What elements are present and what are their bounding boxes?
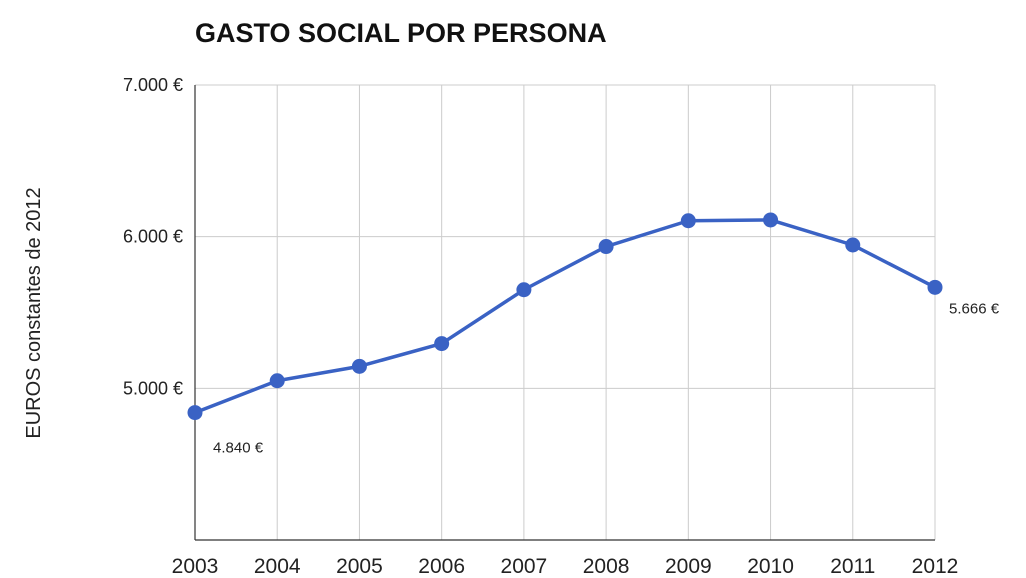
data-label: 4.840 € [213, 440, 264, 457]
x-tick-label: 2010 [747, 555, 794, 578]
data-point [351, 358, 367, 374]
x-tick-label: 2008 [583, 555, 630, 578]
data-point [269, 373, 285, 389]
x-tick-labels: 2003 2004 2005 2006 2007 2008 2009 2010 2011 2012 [172, 555, 959, 578]
x-tick-label: 2007 [501, 555, 548, 578]
x-tick-label: 2011 [830, 555, 875, 578]
y-tick-label: 6.000 € [123, 227, 183, 247]
chart-title: GASTO SOCIAL POR PERSONA [195, 18, 607, 48]
x-tick-label: 2012 [912, 555, 959, 578]
data-point [680, 213, 696, 229]
grid [195, 84, 936, 540]
y-axis-label: EUROS constantes de 2012 [23, 187, 45, 438]
series-polyline [194, 218, 936, 415]
data-points [187, 212, 943, 421]
x-tick-label: 2004 [254, 555, 301, 578]
x-tick-label: 2003 [172, 555, 219, 578]
data-point [598, 239, 614, 255]
data-labels: 4.840 € 5.666 € [213, 300, 1000, 456]
series-line [194, 218, 936, 415]
y-tick-labels: 5.000 € 6.000 € 7.000 € [123, 75, 183, 398]
data-point [516, 282, 532, 298]
x-tick-label: 2005 [336, 555, 383, 578]
axes [194, 85, 935, 541]
data-label: 5.666 € [949, 300, 1000, 317]
y-tick-label: 7.000 € [123, 75, 183, 95]
y-tick-label: 5.000 € [123, 378, 183, 398]
data-point [434, 336, 450, 352]
data-point [187, 405, 203, 421]
data-point [927, 279, 943, 295]
data-point [845, 237, 861, 253]
x-tick-label: 2009 [665, 555, 712, 578]
data-point [763, 212, 779, 228]
x-tick-label: 2006 [418, 555, 465, 578]
